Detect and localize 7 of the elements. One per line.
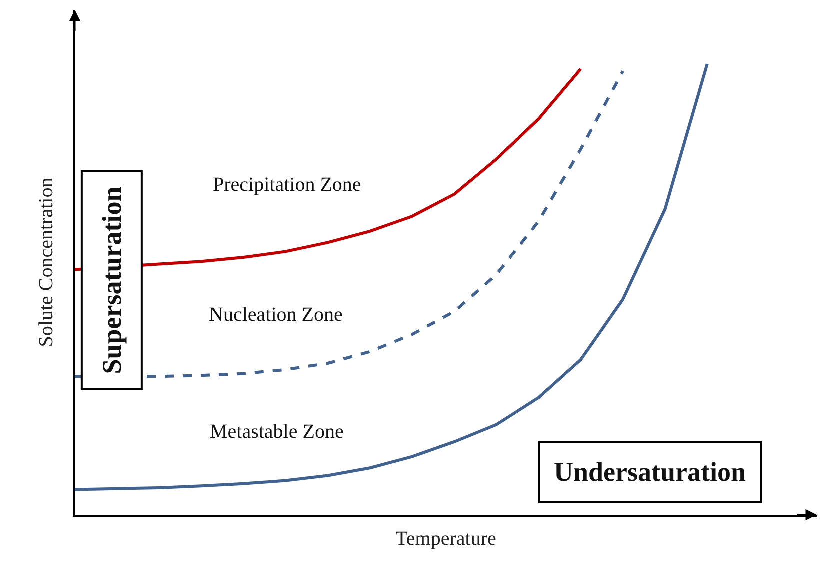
annotation: Metastable Zone — [210, 421, 344, 443]
annotation: Precipitation Zone — [213, 174, 362, 196]
annotation: Supersaturation — [96, 186, 127, 374]
x-axis-title: Temperature — [396, 528, 496, 550]
annotation: Nucleation Zone — [209, 304, 343, 326]
y-axis-title: Solute Concentration — [35, 178, 58, 348]
annotation: Undersaturation — [554, 457, 746, 487]
